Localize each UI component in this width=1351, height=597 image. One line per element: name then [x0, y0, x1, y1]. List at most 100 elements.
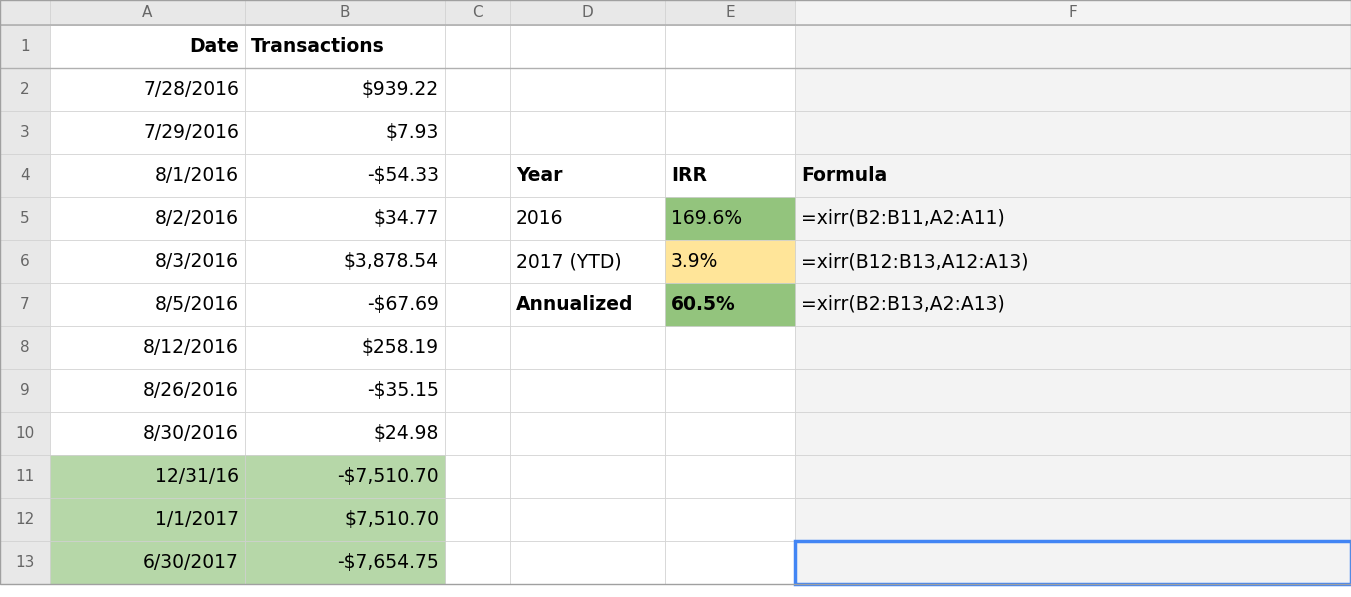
Bar	[245, 541, 444, 584]
Bar	[245, 455, 444, 498]
Bar	[50, 0, 245, 25]
Text: 1: 1	[20, 39, 30, 54]
Bar	[0, 68, 50, 111]
Text: 13: 13	[15, 555, 35, 570]
Bar	[794, 25, 1351, 68]
Text: 2: 2	[20, 82, 30, 97]
Text: $24.98: $24.98	[374, 424, 439, 443]
Bar	[50, 68, 245, 111]
Text: =xirr(B12:B13,A12:A13): =xirr(B12:B13,A12:A13)	[801, 252, 1028, 271]
Bar	[245, 68, 444, 111]
Bar	[665, 197, 794, 240]
Bar	[50, 498, 245, 541]
Bar	[444, 412, 509, 455]
Bar	[0, 283, 50, 326]
Bar	[245, 455, 444, 498]
Bar	[245, 412, 444, 455]
Bar	[50, 197, 245, 240]
Bar	[509, 197, 665, 240]
Text: =xirr(B2:B13,A2:A13): =xirr(B2:B13,A2:A13)	[801, 295, 1005, 314]
Bar	[50, 240, 245, 283]
Bar	[0, 111, 50, 154]
Bar	[50, 541, 245, 584]
Bar	[509, 498, 665, 541]
Text: F: F	[1069, 5, 1077, 20]
Text: 8/30/2016: 8/30/2016	[143, 424, 239, 443]
Bar	[245, 154, 444, 197]
Bar	[794, 240, 1351, 283]
Bar	[245, 541, 444, 584]
Text: 8: 8	[20, 340, 30, 355]
Bar	[665, 197, 794, 240]
Bar	[444, 369, 509, 412]
Bar	[509, 0, 665, 25]
Text: 2017 (YTD): 2017 (YTD)	[516, 252, 621, 271]
Bar	[50, 111, 245, 154]
Bar	[50, 326, 245, 369]
Text: $939.22: $939.22	[362, 80, 439, 99]
Bar	[665, 326, 794, 369]
Bar	[444, 197, 509, 240]
Bar	[245, 25, 444, 68]
Text: 3.9%: 3.9%	[671, 252, 719, 271]
Text: $7,510.70: $7,510.70	[345, 510, 439, 529]
Bar	[0, 240, 50, 283]
Bar	[509, 111, 665, 154]
Bar	[0, 369, 50, 412]
Bar	[794, 283, 1351, 326]
Text: 3: 3	[20, 125, 30, 140]
Text: 8/3/2016: 8/3/2016	[155, 252, 239, 271]
Bar	[665, 369, 794, 412]
Bar	[50, 455, 245, 498]
Bar	[245, 326, 444, 369]
Text: -$7,654.75: -$7,654.75	[338, 553, 439, 572]
Bar	[50, 455, 245, 498]
Text: 169.6%: 169.6%	[671, 209, 742, 228]
Bar	[509, 25, 665, 68]
Bar	[509, 326, 665, 369]
Bar	[665, 283, 794, 326]
Text: 8/12/2016: 8/12/2016	[143, 338, 239, 357]
Text: 8/2/2016: 8/2/2016	[155, 209, 239, 228]
Bar	[444, 326, 509, 369]
Text: $258.19: $258.19	[362, 338, 439, 357]
Text: D: D	[582, 5, 593, 20]
Text: 8/5/2016: 8/5/2016	[155, 295, 239, 314]
Bar	[50, 541, 245, 584]
Bar	[665, 240, 794, 283]
Bar	[665, 154, 794, 197]
Bar	[509, 283, 665, 326]
Bar	[50, 498, 245, 541]
Bar	[794, 455, 1351, 498]
Bar	[245, 111, 444, 154]
Text: 8/1/2016: 8/1/2016	[155, 166, 239, 185]
Text: 12/31/16: 12/31/16	[155, 467, 239, 486]
Bar	[444, 283, 509, 326]
Bar	[665, 283, 794, 326]
Text: 12: 12	[15, 512, 35, 527]
Bar	[245, 498, 444, 541]
Bar	[509, 541, 665, 584]
Bar	[444, 240, 509, 283]
Text: 6: 6	[20, 254, 30, 269]
Bar	[509, 68, 665, 111]
Bar	[50, 412, 245, 455]
Text: Formula: Formula	[801, 166, 888, 185]
Text: =xirr(B2:B11,A2:A11): =xirr(B2:B11,A2:A11)	[801, 209, 1005, 228]
Bar	[665, 0, 794, 25]
Bar	[245, 197, 444, 240]
Bar	[444, 455, 509, 498]
Text: 1/1/2017: 1/1/2017	[155, 510, 239, 529]
Text: 7: 7	[20, 297, 30, 312]
Bar	[665, 541, 794, 584]
Bar	[509, 455, 665, 498]
Bar	[794, 154, 1351, 197]
Text: $3,878.54: $3,878.54	[345, 252, 439, 271]
Bar	[665, 412, 794, 455]
Bar	[245, 0, 444, 25]
Bar	[0, 455, 50, 498]
Bar	[794, 197, 1351, 240]
Bar	[245, 369, 444, 412]
Bar	[794, 0, 1351, 25]
Bar	[444, 541, 509, 584]
